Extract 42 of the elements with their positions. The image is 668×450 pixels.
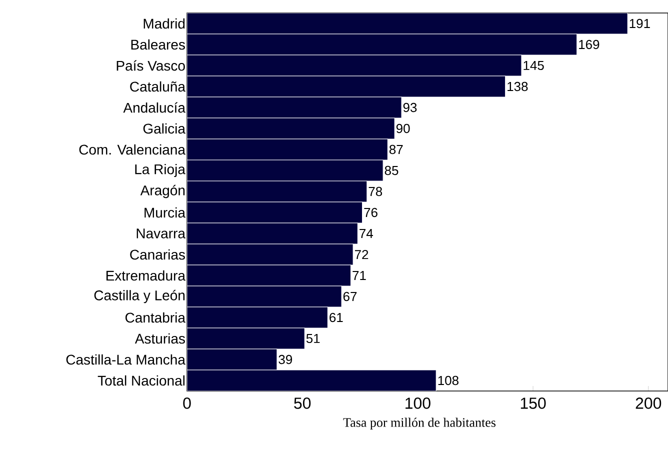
y-tick-label: Castilla-La Mancha bbox=[66, 354, 186, 365]
data-label: 90 bbox=[396, 124, 410, 134]
x-tick-label: 150 bbox=[520, 398, 546, 409]
data-label: 51 bbox=[306, 334, 320, 344]
y-tick-label: Castilla y León bbox=[94, 290, 185, 304]
x-axis-title: Tasa por millón de habitantes bbox=[343, 418, 496, 430]
data-label: 108 bbox=[438, 376, 458, 386]
data-label: 138 bbox=[508, 82, 528, 92]
y-tick-label: País Vasco bbox=[116, 60, 185, 71]
data-label: 191 bbox=[630, 18, 650, 28]
data-label: 169 bbox=[579, 40, 600, 50]
data-label: 85 bbox=[384, 166, 398, 176]
x-tick-label: 200 bbox=[636, 398, 662, 409]
data-label: 93 bbox=[403, 102, 417, 112]
y-tick-label: Cataluña bbox=[130, 81, 186, 92]
y-tick-label: Navarra bbox=[136, 228, 186, 238]
data-label: 76 bbox=[364, 208, 378, 218]
data-label: 87 bbox=[389, 144, 403, 154]
x-tick-label: 50 bbox=[294, 398, 311, 409]
x-tick-label: 0 bbox=[183, 398, 191, 409]
y-tick-label: Andalucía bbox=[123, 102, 186, 113]
y-tick-label: Murcia bbox=[144, 207, 186, 218]
x-tick-label: 100 bbox=[406, 398, 430, 409]
y-tick-label: Com. Valenciana bbox=[79, 144, 186, 155]
data-label: 72 bbox=[354, 250, 368, 260]
data-label: 39 bbox=[278, 354, 292, 364]
y-tick-label: Madrid bbox=[144, 18, 185, 29]
data-label: 74 bbox=[360, 229, 373, 238]
data-label: 145 bbox=[524, 60, 544, 70]
y-tick-label: Galicia bbox=[143, 123, 186, 134]
y-tick-label: Aragón bbox=[140, 184, 185, 198]
y-tick-label: La Rioja bbox=[135, 164, 186, 178]
y-tick-label: Extremadura bbox=[106, 270, 186, 281]
y-tick-label: Canarias bbox=[130, 249, 185, 260]
data-label: 71 bbox=[352, 271, 366, 280]
data-label: 67 bbox=[343, 292, 357, 302]
y-tick-label: Asturias bbox=[134, 333, 185, 344]
y-tick-label: Baleares bbox=[131, 39, 185, 50]
data-label: 61 bbox=[330, 312, 343, 322]
y-tick-label: Total Nacional bbox=[98, 375, 185, 386]
y-tick-label: Cantabria bbox=[125, 312, 186, 323]
data-label: 78 bbox=[368, 186, 382, 196]
